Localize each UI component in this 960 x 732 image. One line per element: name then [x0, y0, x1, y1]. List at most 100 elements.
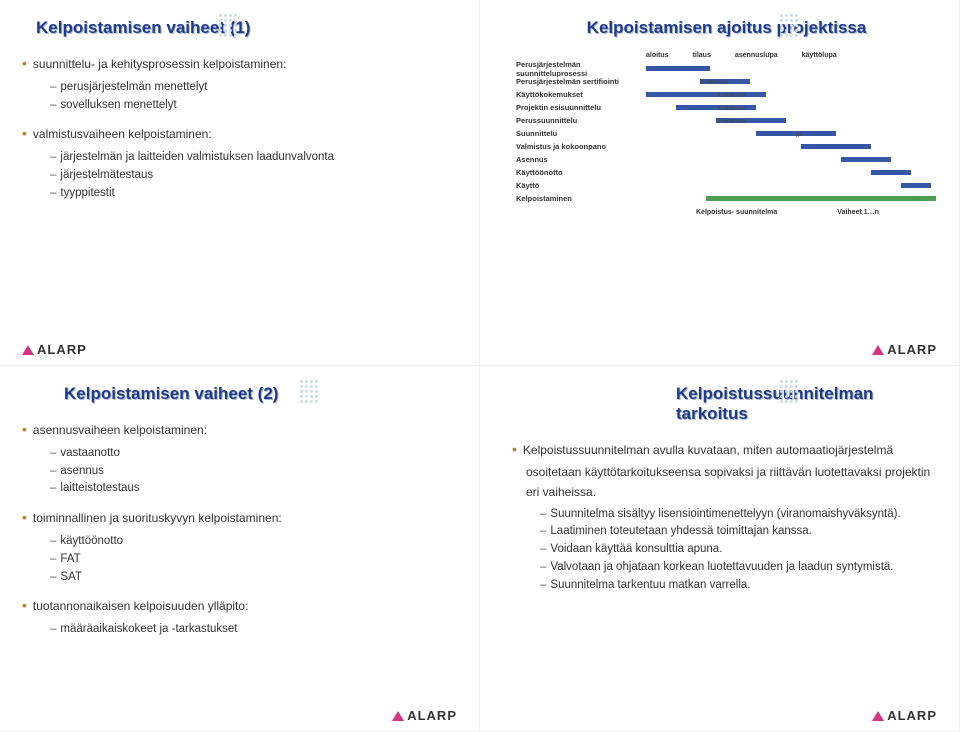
list-item-label: tuotannonaikaisen kelpoisuuden ylläpito:	[33, 599, 249, 613]
sub-list-item: FAT	[50, 551, 457, 569]
gantt-row-label: Käyttö	[516, 181, 646, 190]
gantt-row-label: Asennus	[516, 155, 646, 164]
slide1-list: suunnittelu- ja kehitysprosessin kelpois…	[36, 52, 457, 203]
slide-2: Kelpoistamisen ajoitus projektissa aloit…	[480, 0, 960, 366]
sub-list-item: määräaikaiskokeet ja -tarkastukset	[50, 621, 457, 639]
sub-list-item: perusjärjestelmän menettelyt	[50, 79, 457, 97]
slide-4: Kelpoistussuunnitelman tarkoitus Kelpois…	[480, 366, 960, 732]
sub-list: määräaikaiskokeet ja -tarkastukset	[50, 621, 457, 639]
dot-decoration	[780, 14, 800, 38]
gantt-chart: aloitus tilaus asennuslupa käyttölupa Perus…	[516, 52, 937, 216]
gantt-bar-label: Evidenssi	[718, 105, 746, 112]
gantt-col-header: tilaus	[693, 52, 711, 59]
gantt-row-label: Perussuunnittelu	[516, 116, 646, 125]
sub-list-item: Suunnitelma sisältyy lisensiointimenette…	[540, 506, 937, 524]
gantt-footer-left: Kelpoistus- suunnitelma	[696, 209, 777, 216]
logo-text: ALARP	[407, 708, 457, 723]
gantt-bar	[901, 183, 931, 188]
list-item-label: suunnittelu- ja kehitysprosessin kelpois…	[33, 57, 286, 71]
sub-list-item: vastaanotto	[50, 445, 457, 463]
sub-list: järjestelmän ja laitteiden valmistuksen …	[50, 149, 457, 202]
list-item: Kelpoistussuunnitelman avulla kuvataan, …	[526, 438, 937, 595]
dot-decoration	[300, 380, 320, 404]
slide4-list: Kelpoistussuunnitelman avulla kuvataan, …	[526, 438, 937, 595]
list-item-label: Kelpoistussuunnitelman avulla kuvataan, …	[523, 443, 930, 499]
logo-triangle-icon	[872, 711, 884, 721]
gantt-col-header: aloitus	[646, 52, 669, 59]
slide-title: Kelpoistamisen ajoitus projektissa	[516, 18, 937, 38]
gantt-row: Käyttökokemukset Evidenssi	[516, 88, 937, 101]
gantt-footer: Kelpoistus- suunnitelma Vaiheet 1…n	[696, 209, 937, 216]
slide-title: Kelpoistamisen vaiheet (1)	[36, 18, 457, 38]
sub-list-item: järjestelmän ja laitteiden valmistuksen …	[50, 149, 457, 167]
gantt-bar	[801, 144, 871, 149]
gantt-bar-label: jpi	[796, 131, 803, 138]
slide-title: Kelpoistamisen vaiheet (2)	[64, 384, 457, 404]
gantt-rows: Perusjärjestelmän suunnitteluprosessiPer…	[516, 62, 937, 205]
slide-title: Kelpoistussuunnitelman tarkoitus	[676, 384, 937, 424]
slide-grid: Kelpoistamisen vaiheet (1) suunnittelu- …	[0, 0, 960, 732]
gantt-bar	[646, 66, 710, 71]
gantt-columns: aloitus tilaus asennuslupa käyttölupa	[646, 52, 937, 59]
logo-text: ALARP	[887, 342, 937, 357]
gantt-row-label: Projektin esisuunnittelu	[516, 103, 646, 112]
gantt-row: Käyttö	[516, 179, 937, 192]
sub-list-item: sovelluksen menettelyt	[50, 97, 457, 115]
sub-list: vastaanottoasennuslaitteistotestaus	[50, 445, 457, 498]
sub-list-item: Suunnitelma tarkentuu matkan varrella.	[540, 577, 937, 595]
logo: ALARP	[872, 708, 937, 723]
sub-list-item: Valvotaan ja ohjataan korkean luotettavu…	[540, 559, 937, 577]
gantt-bar	[706, 196, 936, 201]
list-item-label: valmistusvaiheen kelpoistaminen:	[33, 127, 212, 141]
gantt-row: Käyttöönotto	[516, 166, 937, 179]
sub-list-item: tyyppitestit	[50, 185, 457, 203]
list-item: tuotannonaikaisen kelpoisuuden ylläpito:…	[36, 594, 457, 639]
gantt-row-label: Valmistus ja kokoonpano	[516, 142, 646, 151]
logo: ALARP	[22, 342, 87, 357]
gantt-bar-label: Evidenssi	[718, 92, 746, 99]
sub-list: perusjärjestelmän menettelytsovelluksen …	[50, 79, 457, 115]
gantt-bar	[841, 157, 891, 162]
gantt-row: Perusjärjestelmän sertifiointiEvidenssi	[516, 75, 937, 88]
logo-triangle-icon	[872, 345, 884, 355]
sub-list-item: SAT	[50, 569, 457, 587]
gantt-bar	[871, 170, 911, 175]
sub-list-item: järjestelmätestaus	[50, 167, 457, 185]
sub-list-item: Laatiminen toteutetaan yhdessä toimittaj…	[540, 523, 937, 541]
list-item: suunnittelu- ja kehitysprosessin kelpois…	[36, 52, 457, 114]
sub-list: käyttöönottoFATSAT	[50, 533, 457, 586]
sub-list: Suunnitelma sisältyy lisensiointimenette…	[540, 506, 937, 595]
gantt-row: Asennus	[516, 153, 937, 166]
logo: ALARP	[872, 342, 937, 357]
dot-decoration	[219, 14, 239, 38]
gantt-row-label: Perusjärjestelmän suunnitteluprosessi	[516, 60, 646, 78]
gantt-footer-right: Vaiheet 1…n	[837, 209, 879, 216]
sub-list-item: laitteistotestaus	[50, 480, 457, 498]
logo: ALARP	[392, 708, 457, 723]
list-item: asennusvaiheen kelpoistaminen:vastaanott…	[36, 418, 457, 498]
sub-list-item: asennus	[50, 463, 457, 481]
gantt-row-label: Käyttökokemukset	[516, 90, 646, 99]
gantt-bar-label: Evidenssi	[718, 118, 746, 125]
gantt-row: Perusjärjestelmän suunnitteluprosessi	[516, 62, 937, 75]
list-item: valmistusvaiheen kelpoistaminen: järjeste…	[36, 122, 457, 202]
gantt-row: Projektin esisuunnittelu Evidenssi	[516, 101, 937, 114]
gantt-row: Suunnittelu jpi	[516, 127, 937, 140]
list-item-label: toiminnallinen ja suorituskyvyn kelpoist…	[33, 511, 282, 525]
gantt-col-header: käyttölupa	[802, 52, 837, 59]
logo-triangle-icon	[392, 711, 404, 721]
logo-text: ALARP	[37, 342, 87, 357]
gantt-row: Perussuunnittelu Evidenssi	[516, 114, 937, 127]
slide-3: Kelpoistamisen vaiheet (2) asennusvaihee…	[0, 366, 480, 732]
slide-1: Kelpoistamisen vaiheet (1) suunnittelu- …	[0, 0, 480, 366]
logo-triangle-icon	[22, 345, 34, 355]
list-item: toiminnallinen ja suorituskyvyn kelpoist…	[36, 506, 457, 586]
gantt-row: Kelpoistaminen	[516, 192, 937, 205]
gantt-row-label: Perusjärjestelmän sertifiointi	[516, 77, 646, 86]
gantt-col-header: asennuslupa	[735, 52, 778, 59]
gantt-row-label: Kelpoistaminen	[516, 194, 646, 203]
gantt-row-label: Suunnittelu	[516, 129, 646, 138]
sub-list-item: Voidaan käyttää konsulttia apuna.	[540, 541, 937, 559]
slide3-list: asennusvaiheen kelpoistaminen:vastaanott…	[36, 418, 457, 639]
dot-decoration	[780, 380, 800, 404]
